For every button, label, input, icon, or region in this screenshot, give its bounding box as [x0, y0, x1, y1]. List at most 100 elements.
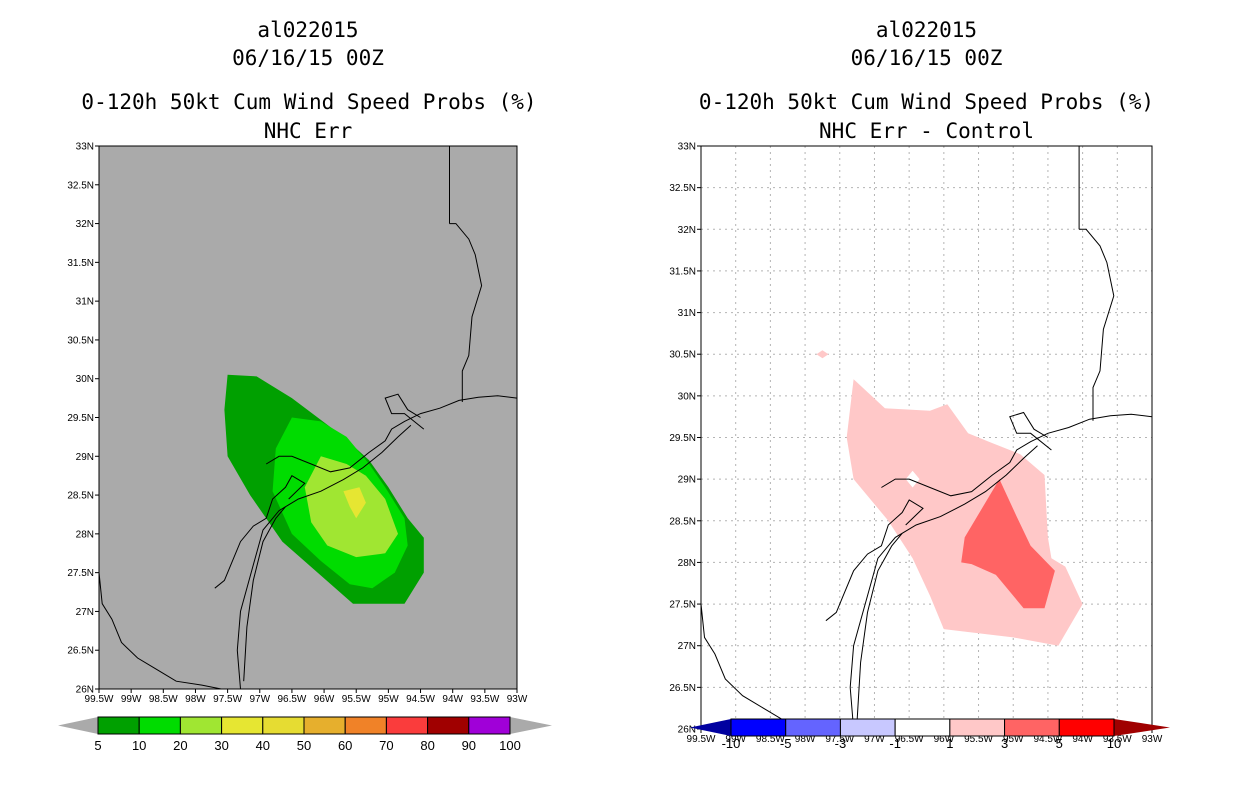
lon-tick-label: 94W: [442, 694, 463, 705]
colorbar: -10 -5 -3 -1 1 3 5 10: [690, 718, 1170, 751]
lon-tick-label: 94W: [1072, 734, 1093, 745]
lon-tick-label: 93.5W: [1103, 734, 1132, 745]
coastline: [265, 395, 517, 473]
lat-tick-label: 30.5N: [67, 335, 94, 346]
lon-tick-label: 97.5W: [213, 694, 242, 705]
lon-tick-label: 99W: [121, 694, 142, 705]
colorbar-swatch: [221, 716, 264, 735]
panel-right: 33N 32.5N 32N 31.5N 31N 30.5N 30N 29.5N 29N 28.5N…: [669, 142, 1170, 751]
lat-tick-label: 33N: [678, 142, 696, 153]
lat-tick-label: 29N: [76, 452, 94, 463]
colorbar-swatch: [344, 716, 387, 735]
colorbar-arrow-left: [690, 719, 731, 736]
lat-tick-label: 30.5N: [669, 350, 696, 361]
colorbar-label: -1: [889, 736, 901, 751]
lat-tick-label: 28.5N: [669, 516, 696, 527]
left-title-date: 06/16/15 00Z: [232, 46, 384, 70]
lat-tick-label: 31N: [678, 308, 696, 319]
lat-tick-label: 26.5N: [67, 646, 94, 657]
colorbar-label: 40: [256, 738, 270, 753]
lat-tick-label: 28N: [76, 529, 94, 540]
colorbar-label: 3: [1001, 736, 1008, 751]
lon-tick-label: 95W: [1003, 734, 1024, 745]
colorbar-label: 10: [132, 738, 146, 753]
lon-tick-label: 98W: [795, 734, 816, 745]
coastline: [1009, 411, 1052, 451]
lon-tick-label: 96W: [314, 694, 335, 705]
colorbar-label: 10: [1107, 736, 1121, 751]
lat-tick-label: 29.5N: [669, 433, 696, 444]
colorbar-label: 70: [379, 738, 393, 753]
colorbar-swatch: [1058, 718, 1115, 737]
colorbar-label: 30: [214, 738, 228, 753]
colorbar-label: 50: [297, 738, 311, 753]
lat-tick-label: 32N: [678, 225, 696, 236]
lon-tick-label: 97W: [249, 694, 270, 705]
lat-tick-label: 27.5N: [67, 568, 94, 579]
lat-tick-label: 31.5N: [669, 266, 696, 277]
colorbar-label: 100: [499, 738, 521, 753]
colorbar-label: 5: [1056, 736, 1063, 751]
colorbar-label: 20: [173, 738, 187, 753]
left-title-storm-id: al022015: [257, 18, 359, 42]
colorbar-arrow-right: [1114, 719, 1170, 736]
colorbar-swatch: [1004, 718, 1060, 737]
colorbar-swatch: [785, 718, 841, 737]
map-content: [99, 146, 517, 689]
lat-tick-label: 28.5N: [67, 491, 94, 502]
colorbar-swatch: [97, 716, 140, 735]
coastline: [214, 475, 306, 589]
lat-tick-label: 28N: [678, 558, 696, 569]
right-title-date: 06/16/15 00Z: [850, 46, 1003, 70]
lon-tick-label: 96.5W: [895, 734, 924, 745]
colorbar: 5 10 20 30 40 50 60 70 80 90 100: [58, 716, 552, 753]
colorbar-swatch: [138, 716, 181, 735]
right-title-product: 0-120h 50kt Cum Wind Speed Probs (%): [698, 90, 1155, 114]
colorbar-swatch: [179, 716, 223, 735]
coastline: [99, 572, 222, 689]
right-title-scheme: NHC Err - Control: [819, 119, 1034, 143]
lat-tick-label: 30N: [76, 374, 94, 385]
lon-tick-label: 93.5W: [470, 694, 499, 705]
lon-tick-label: 98.5W: [149, 694, 178, 705]
lon-tick-label: 98W: [185, 694, 206, 705]
colorbar-label: 60: [338, 738, 352, 753]
contour-30-40: [343, 487, 366, 519]
coastline: [881, 413, 1152, 497]
lat-tick-label: 29.5N: [67, 413, 94, 424]
lat-tick-label: 26.5N: [669, 683, 696, 694]
lat-tick-label: 33N: [76, 142, 94, 153]
lon-tick-label: 95.5W: [342, 694, 371, 705]
colorbar-label: 90: [462, 738, 476, 753]
contour-3-5: [961, 479, 1055, 609]
lon-tick-label: 93W: [1142, 734, 1163, 745]
map-content: [701, 146, 1152, 729]
panel-left: 33N 32.5N 32N 31.5N 31N 30.5N 30N 29.5N 29N 28.5N…: [58, 142, 552, 753]
lon-tick-label: 96W: [934, 734, 955, 745]
lon-tick-label: 95.5W: [964, 734, 993, 745]
lon-tick-label: 95W: [378, 694, 399, 705]
colorbar-label: -10: [722, 736, 741, 751]
coastline: [856, 532, 903, 721]
lon-tick-label: 99.5W: [687, 734, 716, 745]
coastline: [236, 424, 412, 689]
lat-tick-label: 29N: [678, 475, 696, 486]
colorbar-label: 80: [420, 738, 434, 753]
lat-tick-label: 26N: [678, 725, 696, 736]
lat-tick-label: 26N: [76, 685, 94, 696]
lon-tick-label: 94.5W: [406, 694, 435, 705]
lat-tick-label: 32.5N: [669, 183, 696, 194]
lon-tick-label: 94.5W: [1033, 734, 1062, 745]
lon-tick-label: 99.5W: [85, 694, 114, 705]
colorbar-label: -3: [835, 736, 847, 751]
coastline: [849, 445, 1038, 729]
lat-tick-label: 32.5N: [67, 180, 94, 191]
lat-tick-label: 31N: [76, 297, 94, 308]
coastline: [449, 223, 483, 402]
lon-tick-label: 99W: [725, 734, 746, 745]
colorbar-swatch: [385, 716, 429, 735]
lat-tick-label: 27.5N: [669, 600, 696, 611]
colorbar-swatch: [894, 718, 951, 737]
lat-tick-label: 27N: [76, 607, 94, 618]
lat-tick-label: 31.5N: [67, 258, 94, 269]
